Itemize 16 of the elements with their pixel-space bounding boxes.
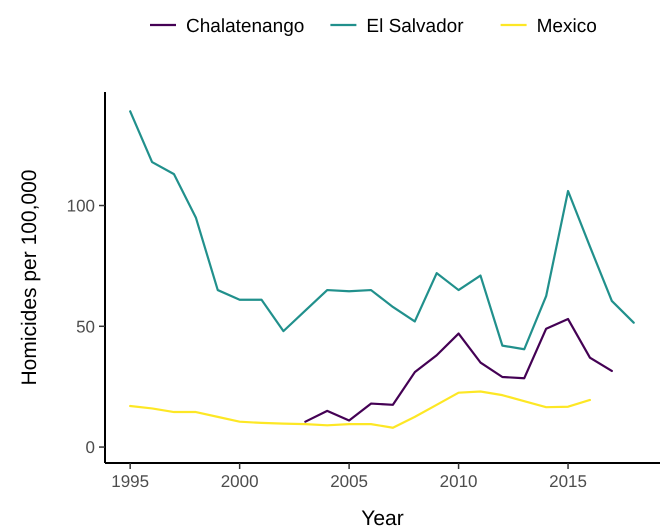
legend-label: Chalatenango bbox=[186, 16, 304, 37]
x-tick-label: 2005 bbox=[330, 472, 368, 491]
x-tick-label: 2015 bbox=[549, 472, 587, 491]
y-tick-label: 100 bbox=[66, 196, 95, 216]
x-axis-title: Year bbox=[361, 507, 404, 529]
line-series bbox=[129, 390, 592, 429]
y-tick-label: 0 bbox=[86, 438, 95, 458]
x-tick-label: 2010 bbox=[440, 472, 478, 491]
line-series bbox=[304, 318, 613, 423]
x-tick-label: 1995 bbox=[111, 472, 150, 491]
y-axis-title: Homicides per 100,000 bbox=[18, 170, 41, 386]
x-tick-label: 2000 bbox=[220, 472, 259, 491]
legend-label: Mexico bbox=[536, 16, 597, 37]
legend-label: El Salvador bbox=[366, 16, 464, 37]
line-series bbox=[129, 110, 635, 350]
y-tick-label: 50 bbox=[76, 317, 95, 336]
